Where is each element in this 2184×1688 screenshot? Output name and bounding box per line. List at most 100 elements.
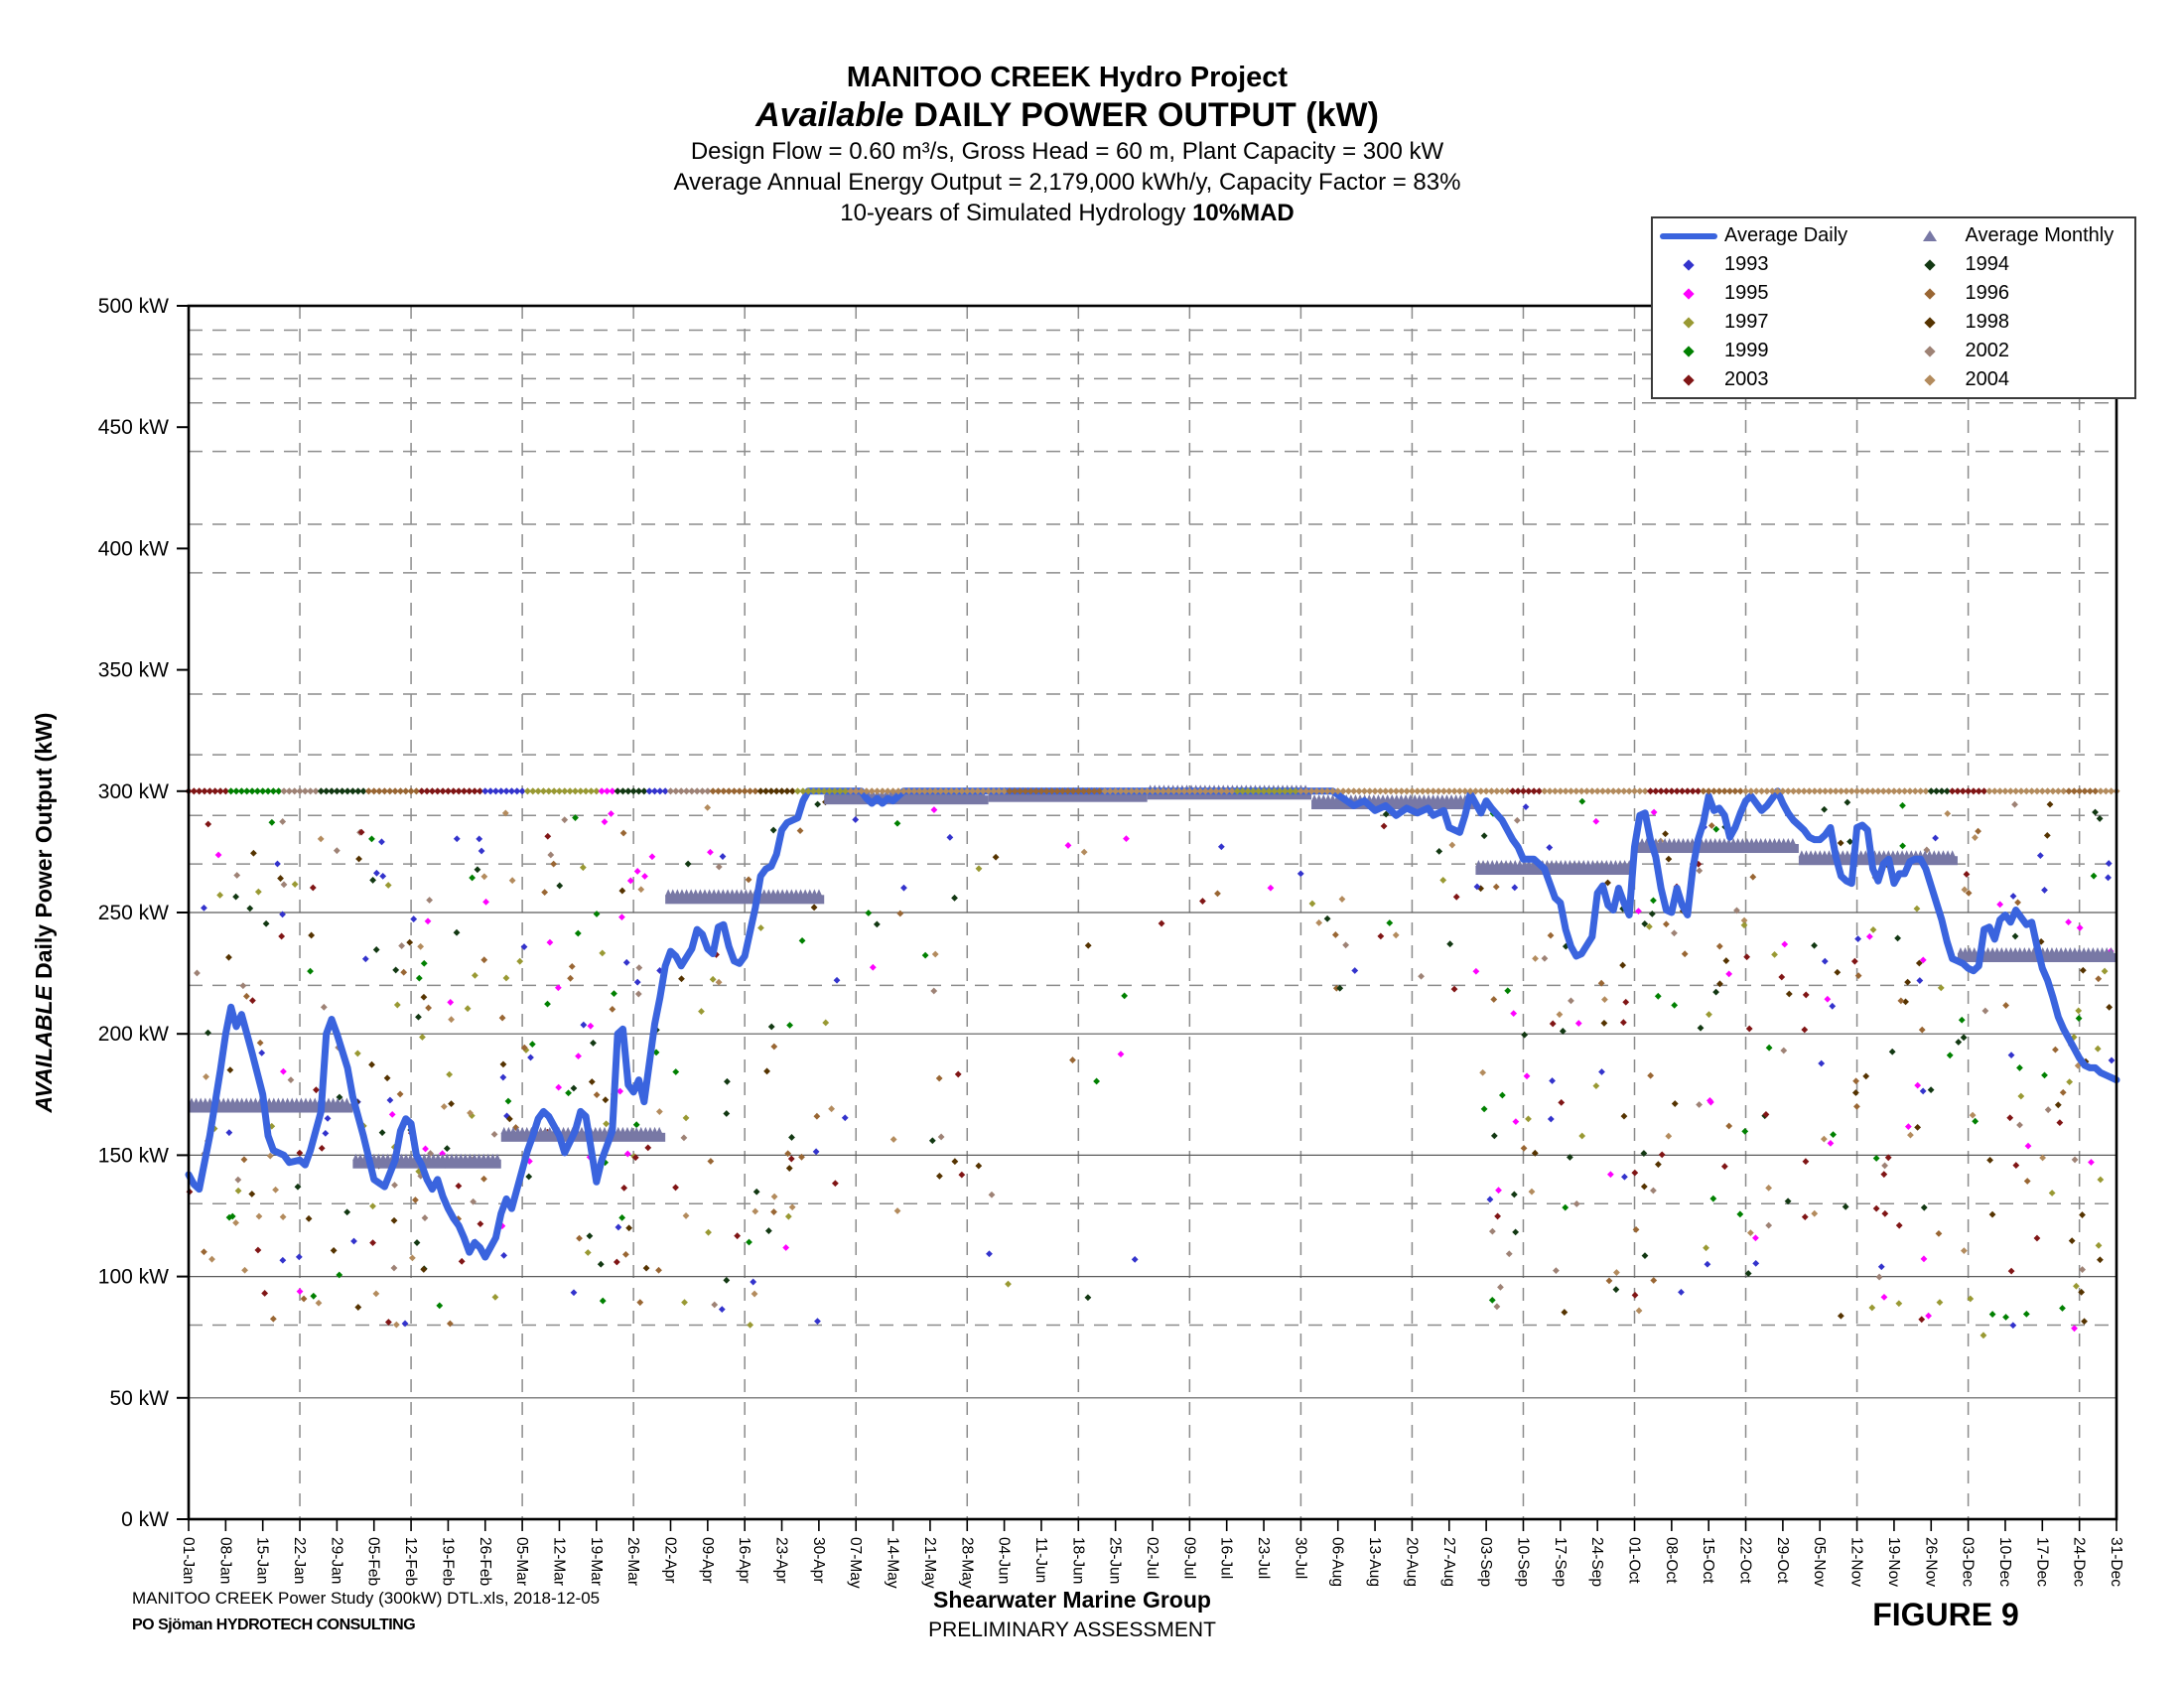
daily-scatter-points bbox=[186, 797, 2116, 1339]
svg-text:12-Mar: 12-Mar bbox=[550, 1537, 567, 1586]
diamond-marker-icon bbox=[1894, 316, 1966, 329]
average-monthly-bars bbox=[188, 784, 2116, 1169]
y-axis-title: AVAILABLE Daily Power Output (kW) bbox=[31, 713, 57, 1114]
svg-text:03-Sep: 03-Sep bbox=[1477, 1537, 1494, 1587]
svg-text:30-Apr: 30-Apr bbox=[810, 1537, 827, 1584]
svg-text:150 kW: 150 kW bbox=[98, 1144, 169, 1167]
svg-text:26-Nov: 26-Nov bbox=[1922, 1537, 1939, 1587]
diamond-marker-icon bbox=[1653, 316, 1724, 329]
legend-label: 2002 bbox=[1965, 340, 2010, 361]
svg-text:15-Oct: 15-Oct bbox=[1700, 1537, 1716, 1584]
svg-text:500 kW: 500 kW bbox=[98, 295, 169, 318]
diamond-marker-icon bbox=[1653, 287, 1724, 300]
svg-text:29-Oct: 29-Oct bbox=[1774, 1537, 1791, 1584]
svg-text:0 kW: 0 kW bbox=[121, 1508, 169, 1531]
legend-row: 1993 1994 bbox=[1653, 250, 2134, 279]
svg-text:08-Jan: 08-Jan bbox=[216, 1537, 233, 1584]
legend-year-1996: 1996 bbox=[1894, 279, 2135, 308]
svg-text:26-Feb: 26-Feb bbox=[477, 1537, 493, 1586]
svg-text:19-Feb: 19-Feb bbox=[439, 1537, 456, 1586]
gridlines bbox=[189, 306, 2116, 1519]
svg-text:09-Apr: 09-Apr bbox=[699, 1537, 716, 1584]
client-name: Shearwater Marine Group bbox=[933, 1587, 1211, 1613]
legend-label: 1996 bbox=[1965, 282, 2010, 304]
svg-text:450 kW: 450 kW bbox=[98, 416, 169, 439]
consultant-name: PO Sjöman HYDROTECH CONSULTING bbox=[132, 1617, 416, 1633]
diamond-marker-icon bbox=[1653, 258, 1724, 271]
svg-text:50 kW: 50 kW bbox=[109, 1387, 169, 1410]
svg-text:16-Jul: 16-Jul bbox=[1218, 1537, 1235, 1579]
legend-row: 1997 1998 bbox=[1653, 308, 2134, 337]
axes bbox=[177, 304, 2118, 1531]
svg-text:300 kW: 300 kW bbox=[98, 780, 169, 803]
svg-text:19-Nov: 19-Nov bbox=[1885, 1537, 1902, 1587]
triangle-marker-icon bbox=[1894, 230, 1966, 241]
svg-text:22-Oct: 22-Oct bbox=[1737, 1537, 1754, 1584]
svg-text:27-Aug: 27-Aug bbox=[1440, 1537, 1457, 1587]
svg-text:10-Sep: 10-Sep bbox=[1514, 1537, 1531, 1587]
svg-text:02-Jul: 02-Jul bbox=[1144, 1537, 1160, 1579]
diamond-marker-icon bbox=[1894, 287, 1966, 300]
diamond-marker-icon bbox=[1653, 345, 1724, 357]
line-swatch-icon bbox=[1653, 232, 1724, 239]
legend-average-monthly: Average Monthly bbox=[1894, 221, 2135, 250]
svg-text:06-Aug: 06-Aug bbox=[1329, 1537, 1346, 1587]
svg-text:08-Oct: 08-Oct bbox=[1663, 1537, 1680, 1584]
legend-label: 1995 bbox=[1724, 282, 1769, 304]
svg-text:24-Dec: 24-Dec bbox=[2071, 1537, 2088, 1587]
svg-text:15-Jan: 15-Jan bbox=[254, 1537, 271, 1584]
svg-text:200 kW: 200 kW bbox=[98, 1023, 169, 1046]
figure-number: FIGURE 9 bbox=[1872, 1597, 2019, 1632]
subtitle-hydrology: 10-years of Simulated Hydrology 10%MAD bbox=[0, 198, 2134, 228]
svg-text:250 kW: 250 kW bbox=[98, 902, 169, 924]
svg-text:24-Sep: 24-Sep bbox=[1588, 1537, 1605, 1587]
svg-text:05-Feb: 05-Feb bbox=[365, 1537, 382, 1586]
svg-text:02-Apr: 02-Apr bbox=[662, 1537, 679, 1584]
legend-row: 2003 2004 bbox=[1653, 365, 2134, 394]
chart-title-rest: DAILY POWER OUTPUT (kW) bbox=[913, 96, 1379, 135]
subtitle-hydrology-text: 10-years of Simulated Hydrology bbox=[840, 200, 1193, 227]
legend-row: 1995 1996 bbox=[1653, 279, 2134, 308]
svg-text:01-Jan: 01-Jan bbox=[180, 1537, 197, 1584]
svg-text:22-Jan: 22-Jan bbox=[291, 1537, 308, 1584]
svg-text:05-Nov: 05-Nov bbox=[1811, 1537, 1828, 1587]
chart-title: Available DAILY POWER OUTPUT (kW) bbox=[0, 95, 2134, 136]
svg-text:17-Dec: 17-Dec bbox=[2033, 1537, 2050, 1587]
svg-text:16-Apr: 16-Apr bbox=[736, 1537, 752, 1584]
diamond-marker-icon bbox=[1894, 373, 1966, 386]
legend-label: Average Daily bbox=[1724, 224, 1848, 246]
legend-label: Average Monthly bbox=[1965, 224, 2115, 246]
svg-text:12-Feb: 12-Feb bbox=[402, 1537, 419, 1586]
svg-text:25-Jun: 25-Jun bbox=[1107, 1537, 1124, 1584]
average-daily-line bbox=[185, 787, 2120, 1261]
legend-average-daily: Average Daily bbox=[1653, 221, 1894, 250]
svg-text:04-Jun: 04-Jun bbox=[996, 1537, 1013, 1584]
project-title: MANITOO CREEK Hydro Project bbox=[846, 62, 1289, 93]
legend-label: 2004 bbox=[1965, 368, 2010, 390]
assessment-note: PRELIMINARY ASSESSMENT bbox=[928, 1618, 1216, 1641]
svg-text:30-Jul: 30-Jul bbox=[1292, 1537, 1308, 1579]
diamond-marker-icon bbox=[1894, 258, 1966, 271]
svg-text:03-Dec: 03-Dec bbox=[1960, 1537, 1977, 1587]
chart-title-italic: Available bbox=[755, 96, 904, 135]
capacity-row-points bbox=[185, 787, 2120, 795]
svg-text:14-May: 14-May bbox=[885, 1537, 901, 1589]
svg-text:05-Mar: 05-Mar bbox=[513, 1537, 530, 1586]
legend-label: 1993 bbox=[1724, 253, 1769, 275]
legend-label: 1994 bbox=[1965, 253, 2010, 275]
legend-year-1993: 1993 bbox=[1653, 250, 1894, 279]
legend-year-1998: 1998 bbox=[1894, 308, 2135, 337]
svg-text:13-Aug: 13-Aug bbox=[1366, 1537, 1383, 1587]
svg-text:23-Jul: 23-Jul bbox=[1255, 1537, 1272, 1579]
svg-text:350 kW: 350 kW bbox=[98, 659, 169, 682]
svg-text:18-Jun: 18-Jun bbox=[1069, 1537, 1086, 1584]
legend-year-1994: 1994 bbox=[1894, 250, 2135, 279]
subtitle-energy: Average Annual Energy Output = 2,179,000… bbox=[673, 169, 1461, 197]
svg-text:28-May: 28-May bbox=[958, 1537, 975, 1589]
svg-text:20-Aug: 20-Aug bbox=[1403, 1537, 1420, 1587]
legend-year-1999: 1999 bbox=[1653, 337, 1894, 365]
svg-text:19-Mar: 19-Mar bbox=[588, 1537, 605, 1586]
svg-text:29-Jan: 29-Jan bbox=[328, 1537, 344, 1584]
legend-year-2003: 2003 bbox=[1653, 365, 1894, 394]
